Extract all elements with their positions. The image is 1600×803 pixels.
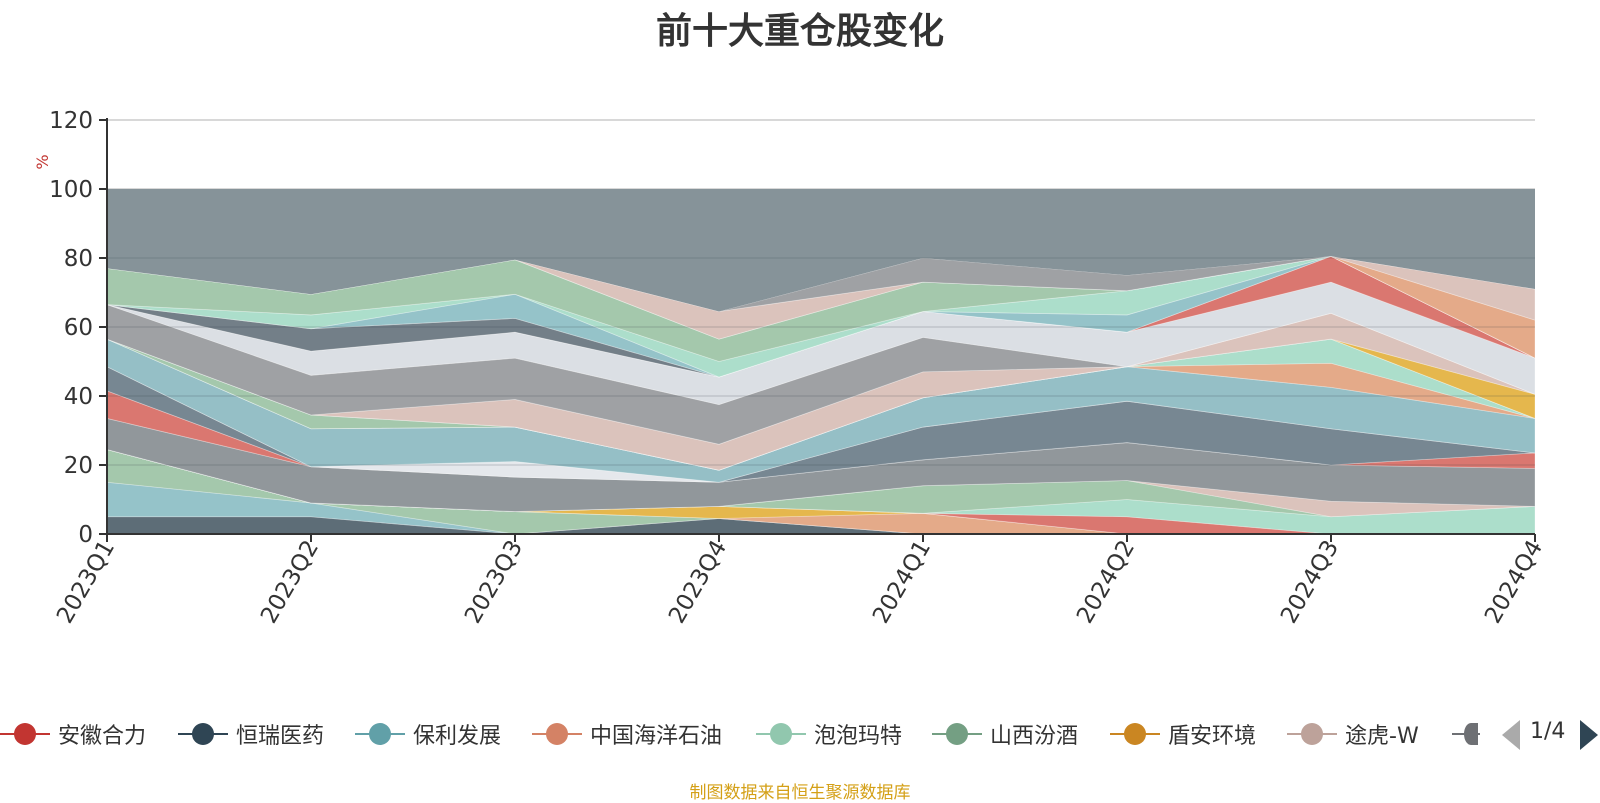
x-tick-label: 2023Q4 xyxy=(664,536,732,628)
legend-prev-page-icon[interactable] xyxy=(1502,720,1520,750)
legend-marker-icon xyxy=(355,716,405,752)
y-tick-label: 120 xyxy=(49,108,93,134)
x-tick-label: 2023Q2 xyxy=(256,536,324,628)
legend-label: 保利发展 xyxy=(413,724,502,749)
x-tick-label: 2024Q1 xyxy=(868,536,936,628)
legend-item[interactable]: 盾安环境 xyxy=(1110,716,1256,752)
legend-next-page-icon[interactable] xyxy=(1580,720,1598,750)
legend-page-indicator: 1/4 xyxy=(1530,719,1566,744)
legend-label: 山西汾酒 xyxy=(990,724,1079,749)
x-tick-label: 2024Q3 xyxy=(1276,536,1344,628)
legend-marker-icon xyxy=(1110,716,1160,752)
y-tick-label: 0 xyxy=(78,522,93,548)
legend-marker-icon xyxy=(756,716,806,752)
legend-marker-icon xyxy=(0,716,50,752)
legend-item[interactable] xyxy=(1452,716,1480,752)
legend-marker-icon xyxy=(932,716,982,752)
area-series xyxy=(106,189,1536,535)
legend-marker-icon xyxy=(1287,716,1337,752)
y-tick-label: 40 xyxy=(64,384,93,410)
legend-item[interactable]: 途虎-W xyxy=(1287,716,1419,752)
y-tick-label: 20 xyxy=(64,453,93,479)
x-tick-label: 2023Q1 xyxy=(52,536,120,628)
legend-label: 安徽合力 xyxy=(58,724,147,749)
y-tick-label: 60 xyxy=(64,315,93,341)
x-tick-label: 2024Q2 xyxy=(1072,536,1140,628)
legend-marker-icon xyxy=(178,716,228,752)
x-tick-label: 2023Q3 xyxy=(460,536,528,628)
legend-label: 途虎-W xyxy=(1345,724,1419,749)
legend-marker-icon xyxy=(532,716,582,752)
y-axis-unit-label: % xyxy=(33,154,52,169)
area-top-band[interactable] xyxy=(107,189,1535,312)
area-s22[interactable] xyxy=(106,281,1536,406)
y-tick-label: 100 xyxy=(49,177,93,203)
legend-item[interactable]: 安徽合力 xyxy=(0,716,146,752)
legend-item[interactable]: 保利发展 xyxy=(355,716,501,752)
legend-marker-icon xyxy=(1452,716,1480,752)
legend-label: 盾安环境 xyxy=(1168,724,1257,749)
legend-label: 恒瑞医药 xyxy=(236,724,325,749)
legend-item[interactable]: 山西汾酒 xyxy=(932,716,1078,752)
y-tick-label: 80 xyxy=(64,246,93,272)
source-note: 制图数据来自恒生聚源数据库 xyxy=(689,783,911,803)
legend-label: 泡泡玛特 xyxy=(814,724,903,749)
legend-label: 中国海洋石油 xyxy=(590,724,723,749)
x-tick-label: 2024Q4 xyxy=(1480,536,1548,628)
legend-item[interactable]: 恒瑞医药 xyxy=(178,716,324,752)
legend-item[interactable]: 泡泡玛特 xyxy=(756,716,902,752)
legend-item[interactable]: 中国海洋石油 xyxy=(532,716,722,752)
chart-title: 前十大重仓股变化 xyxy=(655,11,944,52)
